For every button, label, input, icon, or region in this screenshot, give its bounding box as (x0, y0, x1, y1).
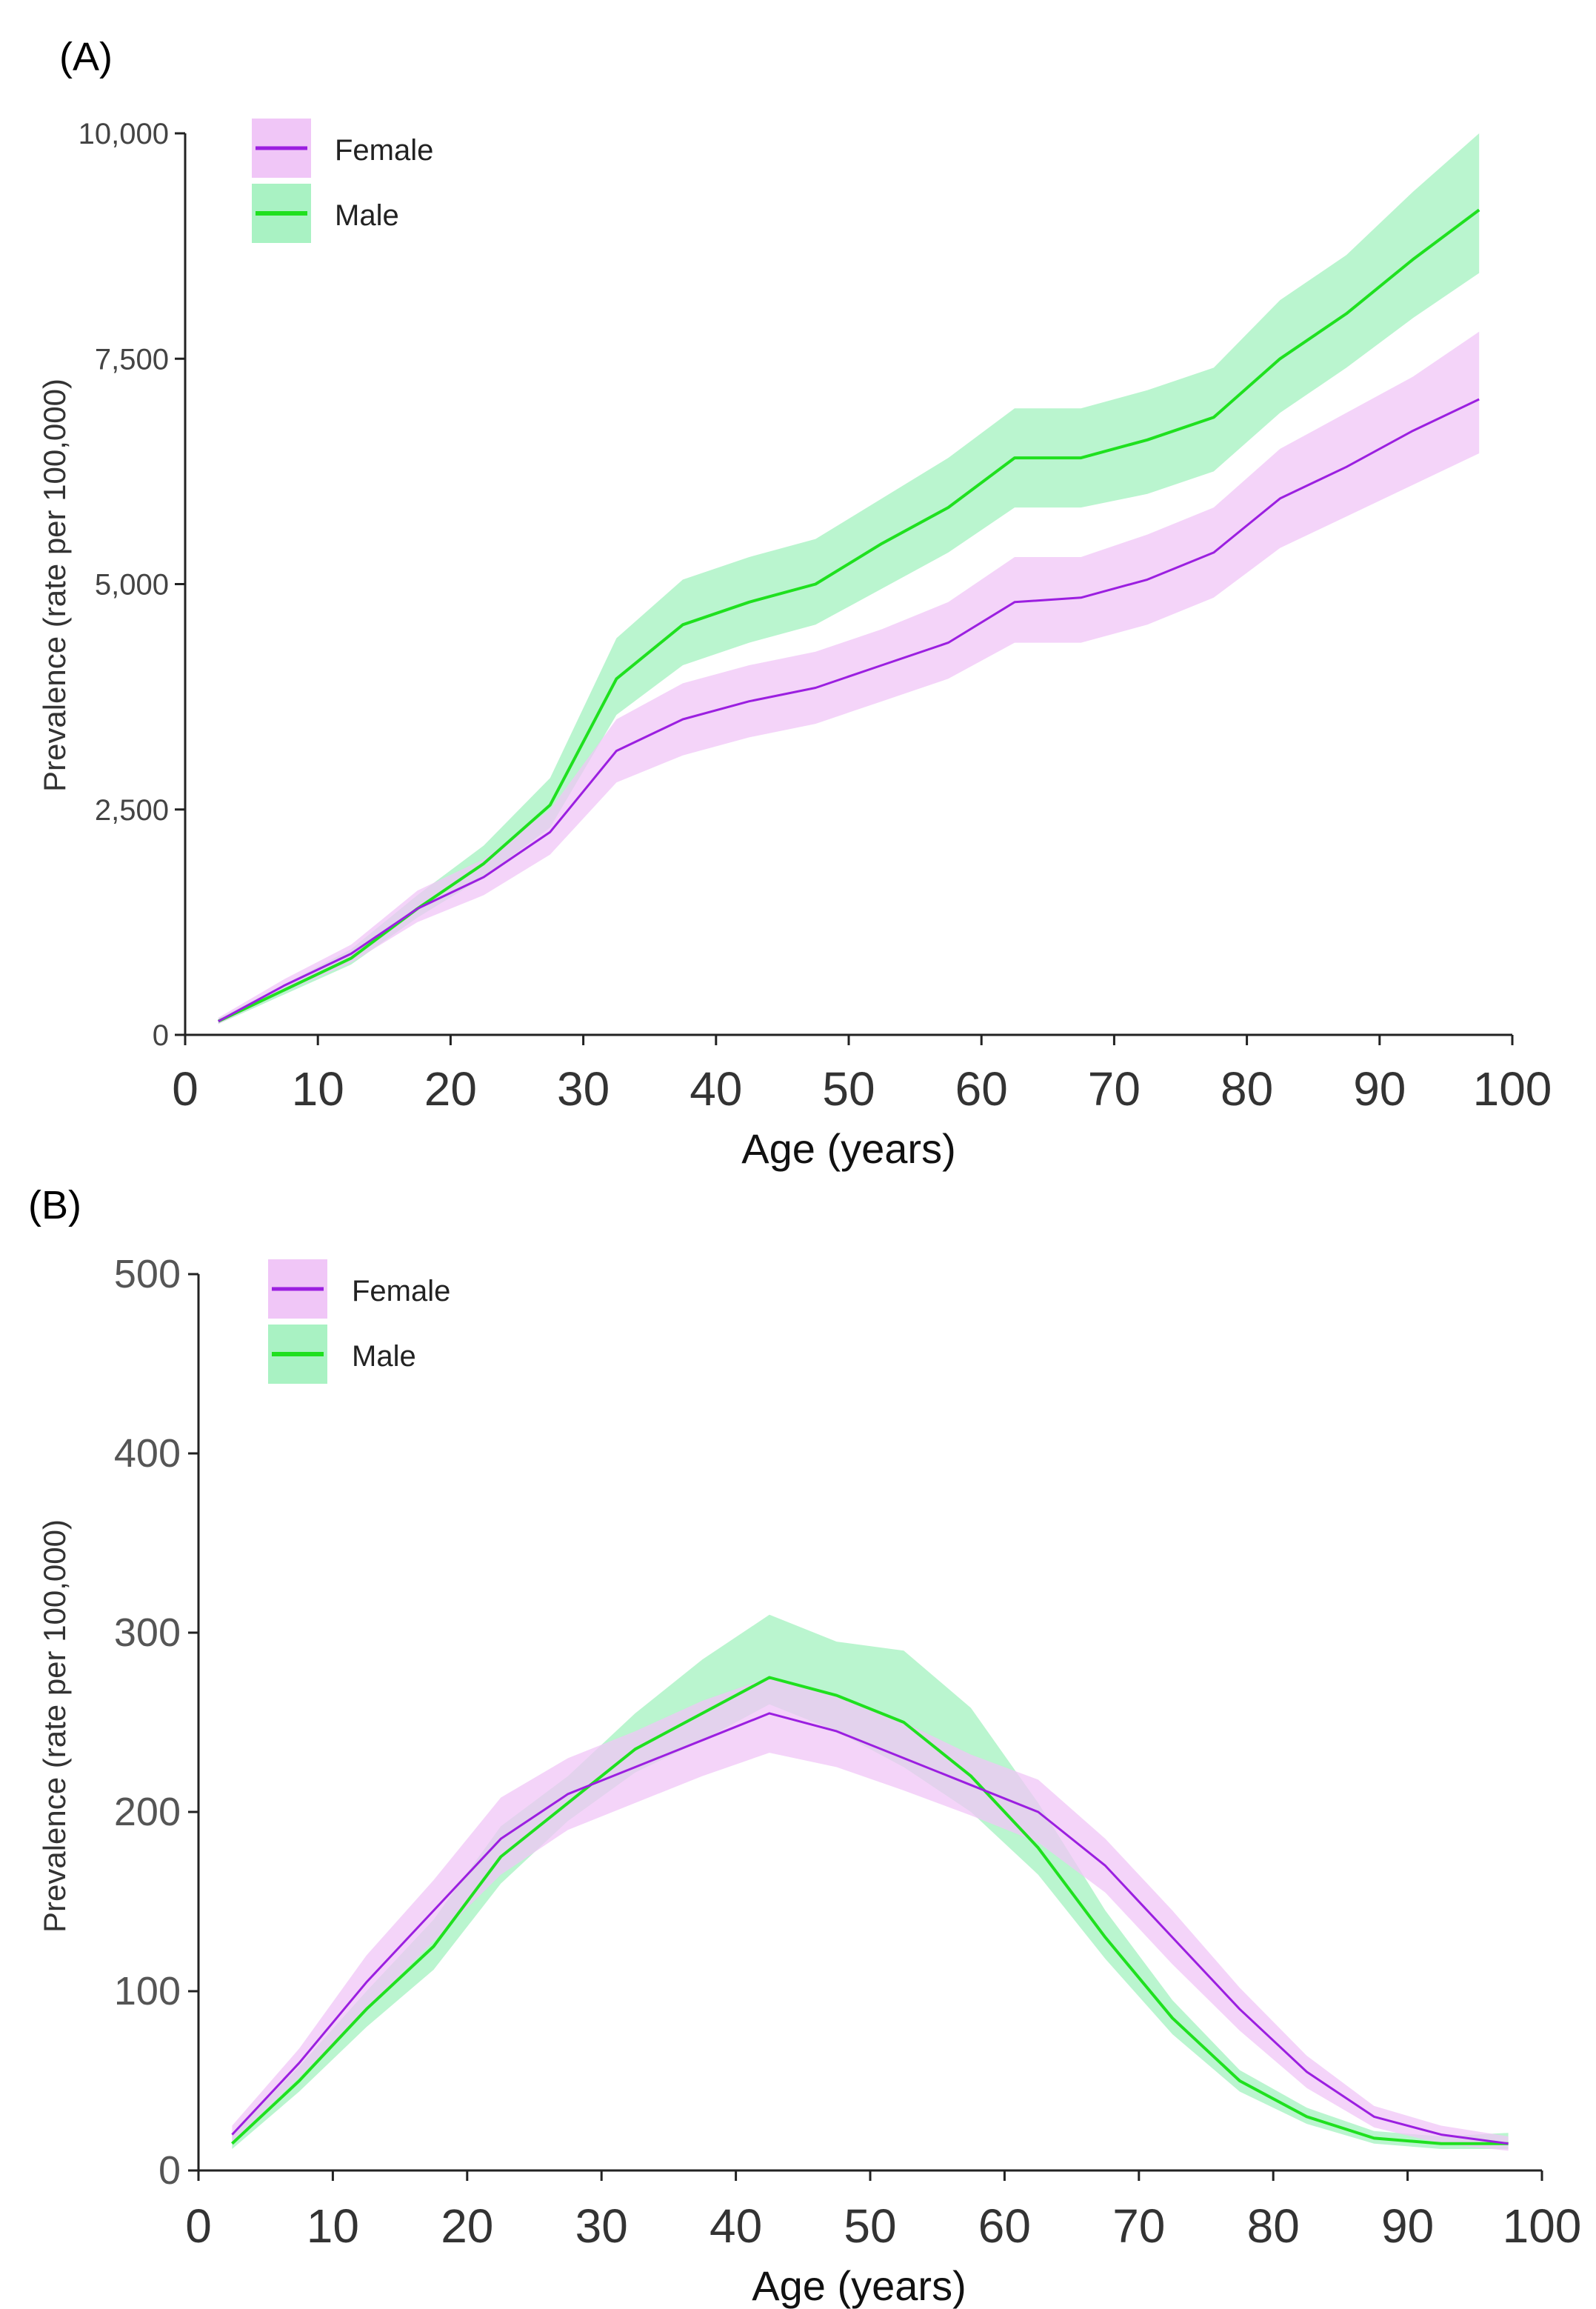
panel-b-x-tick-label: 40 (709, 2199, 762, 2253)
panel-b-x-tick-label: 20 (441, 2199, 493, 2253)
panel-a-x-tick-label: 50 (822, 1062, 875, 1116)
panel-a-y-tick-label: 5,000 (95, 569, 169, 602)
panel-a-y-tick-label: 10,000 (79, 118, 169, 150)
panel-b-label: (B) (28, 1183, 81, 1227)
panel-b-plot-area (231, 1614, 1509, 2151)
panel-b-x-tick-label: 60 (978, 2199, 1031, 2253)
panel-b-legend: Female Male (268, 1259, 450, 1384)
panel-b-x-axis-title: Age (years) (752, 2262, 966, 2309)
panel-a-legend: Female Male (252, 119, 433, 243)
panel-b-female-ci-band (232, 1677, 1509, 2151)
panel-b-y-tick-label: 300 (114, 1610, 181, 1655)
panel-b-y-tick-label: 500 (114, 1252, 181, 1296)
panel-a-x-tick-label: 60 (955, 1062, 1008, 1116)
panel-a-female-line (218, 398, 1480, 1023)
panel-b: (B) 0 10 20 30 40 50 60 70 80 90 100 0 100 200 300 400 5… (28, 1183, 1581, 2309)
panel-a-x-tick-label: 10 (292, 1062, 344, 1116)
panel-b-x-tick-label: 30 (575, 2199, 628, 2253)
panel-a-x-tick-label: 90 (1353, 1062, 1406, 1116)
panel-b-male-line (231, 1676, 1509, 2145)
panel-a-male-ci-band (218, 133, 1480, 1024)
panel-a-y-axis-title: Prevalence (rate per 100,000) (37, 379, 72, 792)
panel-a-x-tick-label: 100 (1473, 1062, 1552, 1116)
panel-b-x-tick-label: 0 (185, 2199, 212, 2253)
panel-b-x-tick-label: 10 (307, 2199, 359, 2253)
panel-a-y-tick-label: 0 (153, 1019, 169, 1052)
panel-a-x-tick-label: 80 (1221, 1062, 1273, 1116)
panel-a-x-tick-label: 0 (172, 1062, 198, 1116)
panel-a-x-axis-title: Age (years) (741, 1125, 955, 1172)
panel-a-female-ci-band (218, 331, 1480, 1024)
panel-b-y-tick-label: 400 (114, 1431, 181, 1476)
panel-b-x-tick-label: 80 (1247, 2199, 1300, 2253)
panel-b-x-tick-label: 70 (1112, 2199, 1165, 2253)
panel-a-x-tick-label: 40 (690, 1062, 742, 1116)
panel-b-legend-female-label: Female (352, 1275, 450, 1307)
panel-a-label: (A) (59, 35, 113, 79)
panel-b-y-axis-title: Prevalence (rate per 100,000) (37, 1519, 72, 1933)
panel-b-y-tick-label: 0 (158, 2148, 181, 2193)
panel-a-ticks: 0 10 20 30 40 50 60 70 80 90 100 0 2,500 5,000 7,500 10… (79, 118, 1552, 1116)
panel-b-ticks: 0 10 20 30 40 50 60 70 80 90 100 0 100 200 300 400 500 (114, 1252, 1582, 2253)
panel-b-x-tick-label: 50 (844, 2199, 896, 2253)
panel-b-y-tick-label: 100 (114, 1969, 181, 2013)
panel-a-x-tick-label: 70 (1088, 1062, 1141, 1116)
panel-a-y-tick-label: 2,500 (95, 794, 169, 827)
panel-a-plot-area (217, 133, 1480, 1024)
panel-a-y-tick-label: 7,500 (95, 343, 169, 376)
panel-a-male-line (217, 208, 1480, 1023)
panel-a-x-tick-label: 30 (557, 1062, 610, 1116)
panel-a-legend-male-label: Male (335, 199, 399, 232)
panel-a-x-tick-label: 20 (424, 1062, 477, 1116)
panel-b-x-tick-label: 90 (1381, 2199, 1434, 2253)
panel-b-y-tick-label: 200 (114, 1790, 181, 1834)
panel-b-legend-male-label: Male (352, 1340, 416, 1373)
panel-a-legend-female-label: Female (335, 134, 433, 167)
panel-b-x-tick-label: 100 (1503, 2199, 1582, 2253)
panel-a: (A) 0 10 20 30 40 50 60 70 80 90 100 0 2,500 5,000 7,5… (37, 35, 1552, 1172)
panel-b-female-line (231, 1712, 1509, 2145)
